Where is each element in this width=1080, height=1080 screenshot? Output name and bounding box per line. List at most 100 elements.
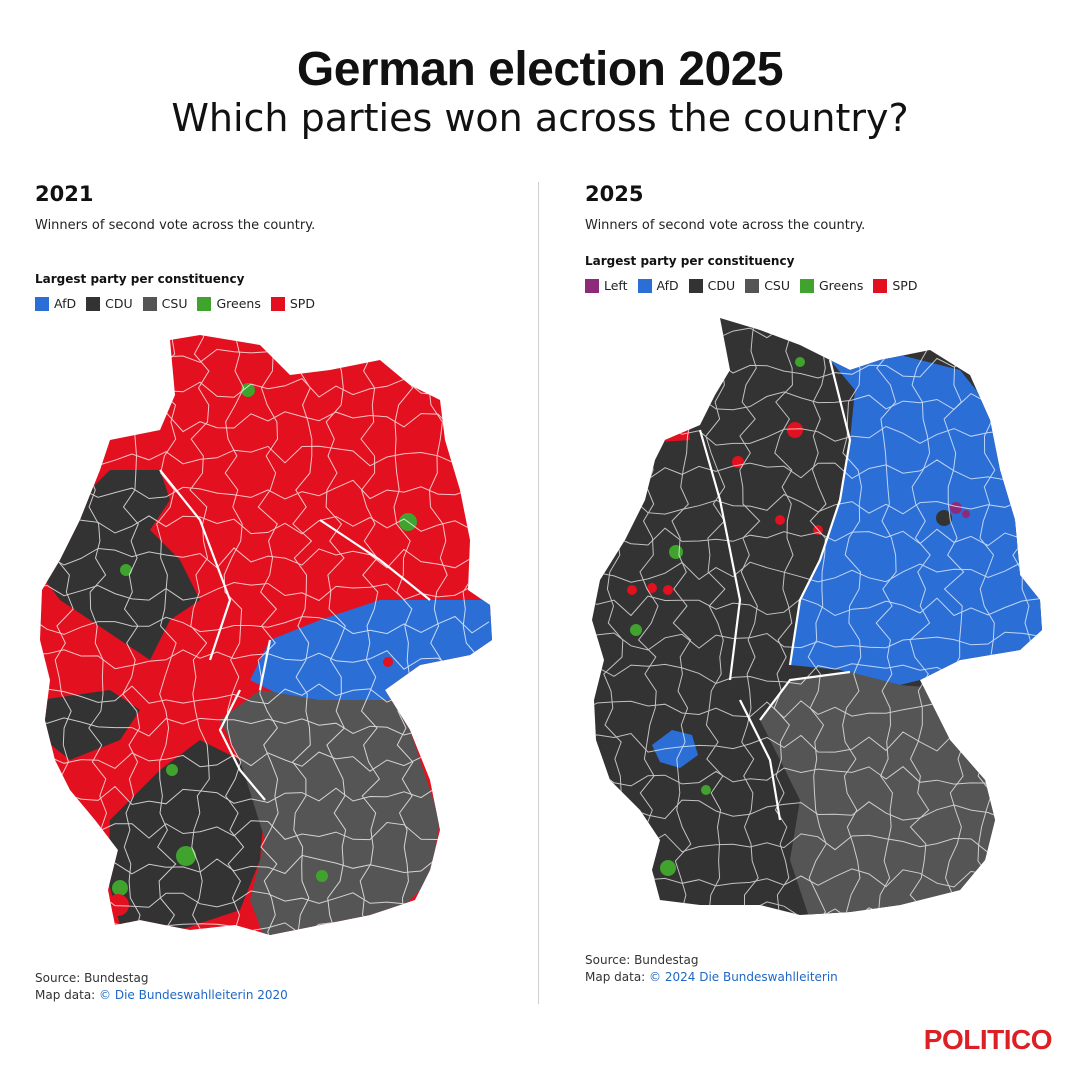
legend-label: AfD: [54, 296, 77, 311]
panel-year: 2025: [585, 182, 644, 206]
legend-swatch: [86, 296, 101, 311]
spd-pocket: [627, 585, 637, 595]
constituency-line: [592, 631, 1040, 651]
page-subtitle: Which parties won across the country?: [171, 96, 909, 140]
source-text: Source: Bundestag: [35, 971, 149, 985]
greens-pocket: [241, 383, 255, 397]
constituency-line: [257, 335, 279, 935]
left-berlin: [962, 510, 970, 518]
constituency-line: [842, 318, 863, 915]
state-borders: [698, 359, 852, 821]
region-east-afd: [790, 355, 1042, 685]
legend-item-afd: AfD: [637, 278, 679, 293]
legend-swatch: [35, 296, 49, 311]
legend-item-cdu: CDU: [688, 278, 736, 293]
constituency-line: [393, 335, 414, 935]
legend-swatch: [873, 278, 888, 293]
legend-item-greens: Greens: [197, 296, 261, 311]
panel-description: Winners of second vote across the countr…: [35, 218, 316, 233]
constituency-line: [325, 335, 347, 935]
constituency-line: [943, 318, 965, 915]
constituency-line: [40, 513, 490, 535]
greens-pocket: [316, 870, 328, 882]
region-bw-cdu: [108, 740, 265, 930]
constituency-line: [739, 318, 761, 915]
legend-item-left: Left: [585, 278, 628, 293]
constituency-line: [40, 581, 490, 602]
constituency-line: [705, 318, 726, 915]
legend-swatch: [142, 296, 157, 311]
greens-pocket: [630, 624, 642, 636]
legend-swatch: [745, 278, 760, 293]
spd-pocket: [663, 585, 673, 595]
legend-swatch: [585, 278, 599, 293]
constituency-line: [909, 318, 931, 915]
left-berlin: [950, 502, 962, 514]
legend-title: Largest party per constituency: [35, 272, 245, 286]
legend-swatch: [800, 278, 814, 293]
panel-description: Winners of second vote across the countr…: [585, 218, 866, 233]
spd-pocket: [775, 515, 785, 525]
panel-2025: 2025 Winners of second vote across the c…: [585, 182, 1065, 1002]
panel-divider: [538, 182, 539, 1004]
legend-swatch: [637, 278, 652, 293]
map-data-credit: Map data: © Die Bundeswahlleiterin 2020: [35, 988, 288, 1002]
constituency-line: [223, 335, 245, 935]
constituency-line: [592, 867, 1040, 888]
constituency-line: [580, 290, 1039, 310]
constituency-line: [40, 615, 490, 635]
legend-label: SPD: [289, 296, 315, 311]
legend-label: CDU: [707, 278, 736, 293]
legend-label: Greens: [216, 296, 261, 311]
legend-item-csu: CSU: [745, 278, 790, 293]
constituency-line: [807, 318, 827, 915]
legend-item-cdu: CDU: [86, 296, 133, 311]
legend-title: Largest party per constituency: [585, 254, 795, 268]
constituency-line: [592, 595, 1040, 617]
constituency-line: [570, 300, 589, 929]
legend-label: CDU: [105, 296, 133, 311]
legend: AfD CDU CSU Greens SPD: [35, 296, 315, 311]
greens-pocket: [669, 545, 683, 559]
constituency-line: [189, 335, 210, 935]
panel-year: 2021: [35, 182, 94, 206]
constituency-line: [592, 527, 1040, 547]
constituency-line: [592, 493, 1040, 515]
spd-pocket: [107, 894, 129, 916]
legend: Left AfD CDU CSU Greens SPD: [585, 278, 917, 293]
legend-item-spd: SPD: [873, 278, 917, 293]
region-bavaria-csu: [760, 672, 1000, 915]
map-data-link[interactable]: © 2024 Die Bundeswahlleiterin: [649, 970, 838, 984]
source-note: Source: Bundestag Map data: © 2024 Die B…: [585, 952, 838, 986]
constituency-line: [592, 459, 1040, 481]
page-title: German election 2025: [296, 43, 784, 96]
greens-pocket: [701, 785, 711, 795]
legend-item-afd: AfD: [35, 296, 76, 311]
region-saar-afd: [652, 730, 698, 768]
constituency-line: [40, 785, 490, 806]
spd-pocket: [647, 583, 657, 593]
region-east-frisia-spd: [650, 414, 690, 442]
constituency-line: [40, 820, 490, 841]
constituency-line: [359, 335, 381, 935]
map-data-link[interactable]: © Die Bundeswahlleiterin 2020: [99, 988, 288, 1002]
spd-pocket: [787, 422, 803, 438]
constituency-line: [40, 445, 490, 467]
legend-label: SPD: [892, 278, 918, 293]
legend-swatch: [688, 278, 703, 293]
map-data-credit: Map data: © 2024 Die Bundeswahlleiterin: [585, 970, 838, 984]
legend-item-csu: CSU: [142, 296, 188, 311]
constituency-line: [40, 547, 490, 569]
greens-pocket: [592, 640, 599, 650]
constituency-line: [773, 318, 794, 915]
legend-label: AfD: [656, 278, 679, 293]
politico-logo[interactable]: POLITICO: [923, 1024, 1053, 1055]
constituency-line: [592, 323, 1040, 345]
greens-pocket: [112, 880, 128, 896]
constituency-line: [592, 799, 1040, 821]
state-borders: [159, 469, 431, 801]
legend-swatch: [270, 296, 285, 311]
legend-label: CSU: [161, 296, 188, 311]
region-bavaria-csu: [220, 690, 440, 935]
